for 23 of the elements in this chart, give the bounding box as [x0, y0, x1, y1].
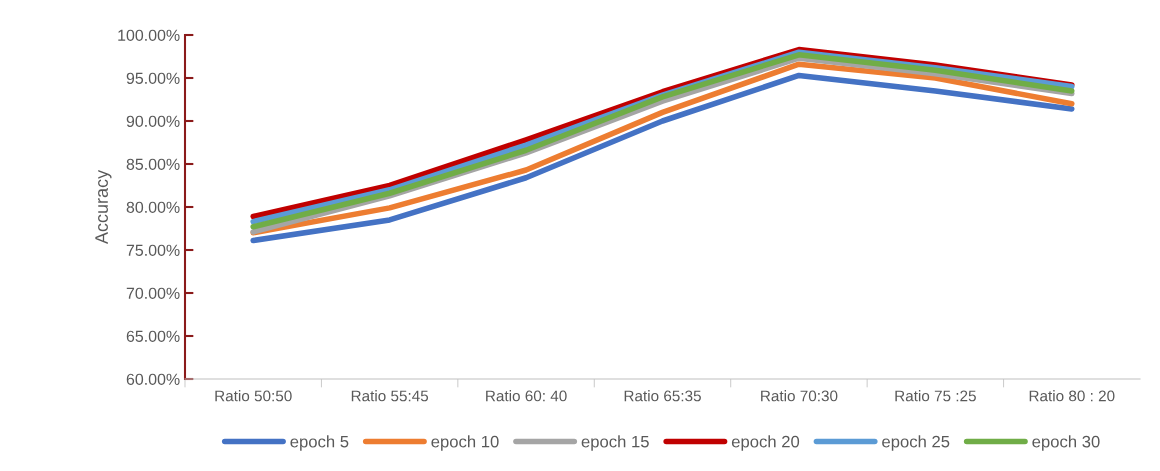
- x-tick-label: Ratio 55:45: [351, 390, 429, 402]
- y-axis-title: Accuracy: [95, 169, 112, 245]
- y-tick-label: 80.00%: [126, 201, 180, 213]
- y-tick-label: 85.00%: [126, 158, 180, 170]
- legend-label: epoch 20: [731, 435, 800, 451]
- y-tick-label: 65.00%: [126, 330, 180, 342]
- legend-label: epoch 15: [581, 435, 649, 451]
- y-tick-label: 95.00%: [126, 72, 180, 84]
- y-tick-label: 90.00%: [126, 115, 180, 127]
- y-tick-label: 75.00%: [126, 244, 180, 256]
- x-tick-label: Ratio 65:35: [624, 390, 701, 402]
- y-tick-label: 70.00%: [126, 287, 180, 299]
- legend-label: epoch 10: [431, 435, 499, 451]
- x-tick-label: Ratio 80 : 20: [1029, 390, 1115, 402]
- legend-label: epoch 5: [290, 435, 349, 451]
- y-tick-label: 60.00%: [126, 373, 180, 385]
- x-tick-label: Ratio 70:30: [761, 390, 838, 402]
- x-tick-label: Ratio 75 :25: [895, 390, 976, 402]
- x-tick-label: Ratio 50:50: [215, 390, 292, 402]
- x-tick-label: Ratio 60: 40: [486, 390, 567, 402]
- legend-label: epoch 25: [882, 435, 950, 451]
- legend-label: epoch 30: [1032, 435, 1100, 451]
- y-tick-label: 100.00%: [118, 29, 180, 41]
